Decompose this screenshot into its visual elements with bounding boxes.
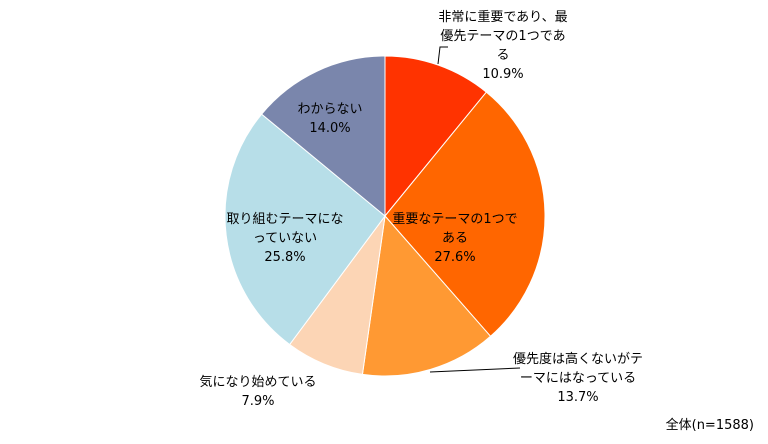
slice-label: 気になり始めている 7.9%	[198, 373, 318, 411]
leader-line	[429, 367, 521, 373]
slice-label: わからない 14.0%	[280, 100, 380, 138]
pie-slice	[224, 113, 386, 346]
category-label: 非常に重要であり、最優先テーマの1つである	[438, 10, 568, 63]
pie-slice	[384, 91, 546, 337]
slice-label: 取り組むテーマになっていない 25.8%	[223, 210, 347, 267]
category-label: 優先度は高くないがテーマにはなっている	[512, 352, 643, 386]
value-label: 25.8%	[264, 250, 306, 265]
slice-label: 優先度は高くないがテーマにはなっている 13.7%	[512, 350, 644, 407]
pie-slice	[361, 214, 492, 377]
note: 全体(n=1588)	[665, 418, 754, 433]
leader-line	[437, 46, 448, 65]
pie-slice	[384, 55, 487, 218]
value-label: 27.6%	[434, 250, 476, 265]
category-label: 取り組むテーマになっていない	[226, 212, 344, 246]
category-label: わからない	[297, 102, 363, 117]
slice-label: 非常に重要であり、最優先テーマの1つである 10.9%	[437, 8, 569, 84]
value-label: 14.0%	[309, 121, 351, 136]
pie-slice	[260, 55, 386, 218]
category-label: 重要なテーマの1つである	[392, 212, 518, 246]
value-label: 7.9%	[241, 394, 275, 409]
slice-label: 重要なテーマの1つである 27.6%	[392, 210, 518, 267]
value-label: 13.7%	[557, 390, 599, 405]
value-label: 10.9%	[482, 67, 524, 82]
category-label: 気になり始めている	[199, 375, 317, 390]
